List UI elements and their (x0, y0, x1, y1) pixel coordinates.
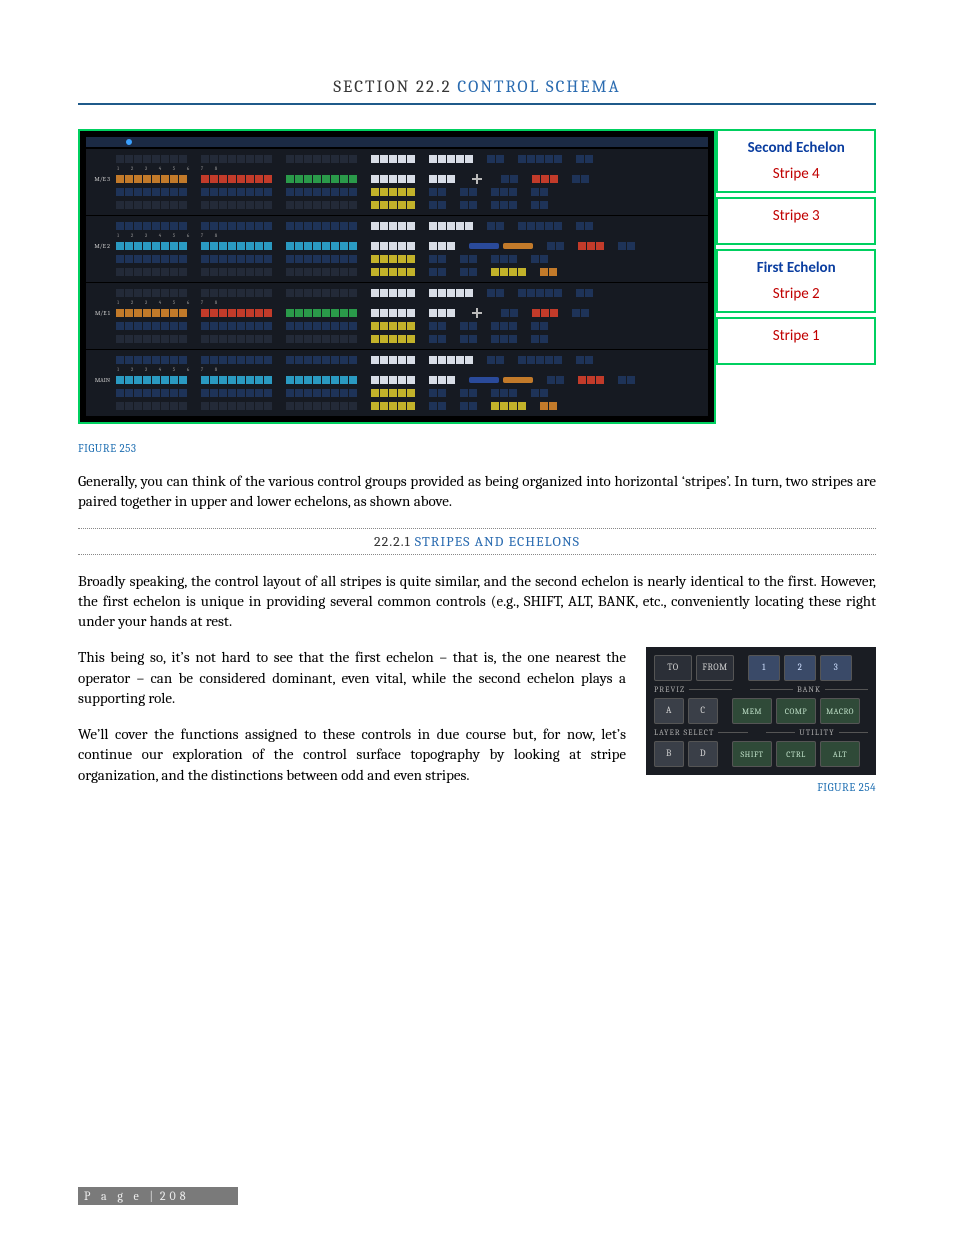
stripe-row-label: M/E 1 (90, 310, 112, 317)
panel-label-row: PREVIZ BANK (654, 685, 868, 694)
stripe-name: Stripe 2 (724, 285, 868, 303)
stripe: 12345678MAIN (86, 349, 708, 416)
t-bar[interactable] (469, 309, 487, 317)
paragraph-1: Generally, you can think of the various … (78, 471, 876, 512)
panel-button[interactable]: MEM (732, 698, 772, 724)
panel-label: PREVIZ (654, 685, 685, 694)
badge (469, 377, 499, 383)
echelon-title: First Echelon (724, 259, 868, 277)
panel-button[interactable]: 1 (748, 655, 780, 681)
subsection-header: 22.2.1 STRIPES AND ECHELONS (78, 528, 876, 555)
badge (503, 243, 533, 249)
figure-254-caption: FIGURE 254 (646, 781, 876, 794)
badge (503, 377, 533, 383)
panel-label: UTILITY (799, 728, 834, 737)
footer-page-label: P a g e (84, 1189, 143, 1203)
panel-row: BD SHIFTCTRLALT (654, 741, 868, 767)
subsection-number: 22.2.1 (374, 533, 411, 550)
page-footer: P a g e | 208 (78, 1187, 238, 1205)
echelon-title: Second Echelon (724, 139, 868, 157)
panel-button[interactable]: TO (654, 655, 692, 681)
stripe: 12345678M/E 1 (86, 282, 708, 349)
footer-separator: | (149, 1189, 153, 1203)
two-column-block: This being so, it’s not hard to see that… (78, 647, 876, 810)
panel-label-row: LAYER SELECT UTILITY (654, 728, 868, 737)
panel-button[interactable]: C (688, 698, 718, 724)
panel-button[interactable]: CTRL (776, 741, 816, 767)
figure-253: 12345678M/E 312345678M/E 212345678M/E 11… (78, 129, 876, 424)
legend-box: First Echelon Stripe 2 (716, 249, 876, 313)
panel-button[interactable]: SHIFT (732, 741, 772, 767)
legend-box: Stripe 1 (716, 317, 876, 365)
stripe-row-label: M/E 2 (90, 243, 112, 250)
paragraph-2: Broadly speaking, the control layout of … (78, 571, 876, 632)
stripe: 12345678M/E 2 (86, 215, 708, 282)
panel-button[interactable]: COMP (776, 698, 816, 724)
panel-button[interactable]: 2 (784, 655, 816, 681)
figure-253-legend: Second Echelon Stripe 4 Stripe 3 First Eche… (716, 129, 876, 424)
panel-row: TOFROM 123 (654, 655, 868, 681)
panel-label: LAYER SELECT (654, 728, 714, 737)
paragraph-4: We’ll cover the functions assigned to th… (78, 724, 626, 785)
section-title: CONTROL SCHEMA (457, 78, 620, 97)
figure-253-caption: FIGURE 253 (78, 442, 876, 455)
panel-button[interactable]: B (654, 741, 684, 767)
panel-label: BANK (797, 685, 821, 694)
t-bar[interactable] (469, 175, 487, 183)
stripe-row-label: MAIN (90, 377, 112, 384)
figure-254-panel: TOFROM 123 PREVIZ BANK AC MEMCOMPMACRO LAYER S… (646, 647, 876, 775)
stripe-row-label: M/E 3 (90, 176, 112, 183)
panel-button[interactable]: MACRO (820, 698, 860, 724)
panel-button[interactable]: ALT (820, 741, 860, 767)
subsection-title: STRIPES AND ECHELONS (415, 533, 580, 550)
panel-row: AC MEMCOMPMACRO (654, 698, 868, 724)
panel-button[interactable]: A (654, 698, 684, 724)
footer-page-number: 208 (160, 1189, 190, 1203)
section-header: SECTION 22.2 CONTROL SCHEMA (78, 78, 876, 105)
panel-button[interactable]: D (688, 741, 718, 767)
legend-box: Stripe 3 (716, 197, 876, 245)
panel-button[interactable]: 3 (820, 655, 852, 681)
stripe-name: Stripe 1 (724, 327, 868, 345)
section-number: SECTION 22.2 (333, 78, 451, 97)
legend-box: Second Echelon Stripe 4 (716, 129, 876, 193)
page: SECTION 22.2 CONTROL SCHEMA 12345678M/E … (0, 0, 954, 1235)
stripe-name: Stripe 4 (724, 165, 868, 183)
surface-titlebar (86, 137, 708, 147)
badge (469, 243, 499, 249)
control-surface: 12345678M/E 312345678M/E 212345678M/E 11… (78, 129, 716, 424)
panel-button[interactable]: FROM (696, 655, 734, 681)
paragraph-3: This being so, it’s not hard to see that… (78, 647, 626, 708)
stripe-name: Stripe 3 (724, 207, 868, 225)
stripe: 12345678M/E 3 (86, 149, 708, 215)
